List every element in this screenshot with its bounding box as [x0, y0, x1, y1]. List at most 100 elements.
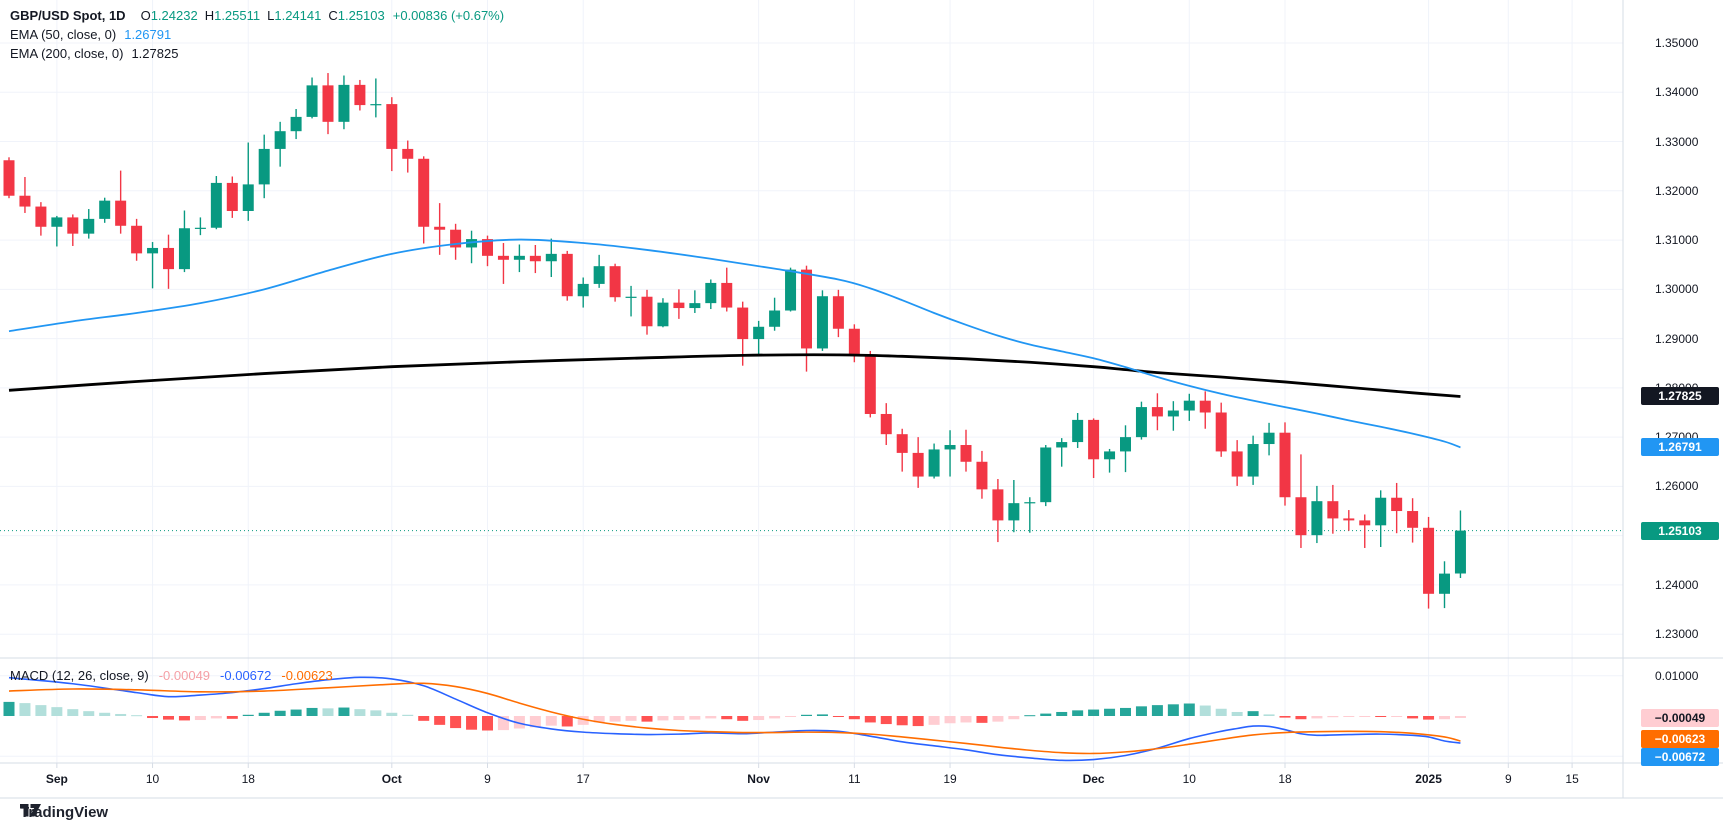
- candle-body: [131, 225, 143, 254]
- macd-histogram-bar: [1263, 714, 1275, 716]
- open-label: O: [140, 8, 151, 23]
- tradingview-logo[interactable]: TradingView: [20, 804, 108, 821]
- candle-body: [163, 247, 174, 270]
- time-axis[interactable]: Sep 10 18 Oct 9 17 Nov 11 19 Dec 10 18 2025 9 15: [0, 763, 1623, 798]
- macd-histogram-bar: [1391, 716, 1403, 717]
- candle-body: [689, 303, 701, 309]
- time-tick: 2025: [1415, 772, 1442, 786]
- macd-histogram-bar: [641, 716, 653, 722]
- macd-histogram-bar: [1231, 711, 1243, 716]
- time-tick: 17: [576, 772, 590, 786]
- time-tick: 18: [1278, 772, 1292, 786]
- candle-body: [482, 239, 493, 256]
- macd-histogram-bar: [1008, 716, 1020, 720]
- macd-histogram-bar: [99, 712, 111, 716]
- candle-body: [1407, 511, 1419, 528]
- macd-histogram-bar: [928, 716, 940, 725]
- macd-histogram-bar: [625, 716, 637, 721]
- close-label: C: [328, 8, 338, 23]
- candle-body: [1072, 419, 1084, 443]
- candle-body: [1040, 447, 1052, 503]
- time-tick: 11: [848, 772, 861, 786]
- price-tick: 1.34000: [1655, 85, 1699, 100]
- candle-body: [370, 104, 382, 106]
- macd-histogram-bar: [35, 705, 47, 716]
- macd-histogram-bar: [577, 716, 589, 725]
- candle-body: [99, 200, 111, 219]
- macd-histogram-bar: [1215, 708, 1227, 716]
- ema50-label: EMA (50, close, 0): [10, 27, 117, 42]
- macd-histogram-bar: [450, 716, 462, 729]
- macd-histogram-bar: [896, 716, 908, 726]
- candle-body: [402, 148, 414, 159]
- macd-histogram-bar: [1359, 716, 1371, 717]
- macd-line-value: -0.00672: [220, 668, 272, 683]
- time-tick: 9: [484, 772, 491, 786]
- candle-body: [896, 434, 908, 453]
- candle-body: [960, 445, 972, 462]
- macd-signal-badge: −0.00623: [1641, 730, 1719, 749]
- macd-histogram-bar: [1056, 711, 1068, 716]
- candle-body: [1135, 407, 1147, 438]
- macd-histogram-bar: [1454, 716, 1466, 718]
- macd-histogram-bar: [721, 716, 733, 720]
- candle-body: [912, 452, 924, 477]
- candle-body: [115, 200, 127, 226]
- macd-histogram-bar: [226, 716, 238, 719]
- candle-body: [1183, 400, 1195, 411]
- candle-body: [1375, 497, 1387, 526]
- macd-histogram-bar: [529, 716, 541, 728]
- tradingview-logo-icon: [20, 804, 41, 817]
- macd-histogram-bar: [418, 716, 430, 721]
- macd-hist-value: -0.00049: [158, 668, 211, 683]
- open-value: 1.24232: [150, 8, 198, 23]
- candle-body: [577, 283, 589, 297]
- ema200-legend-row[interactable]: EMA (200, close, 0) 1.27825: [10, 44, 504, 63]
- candle-body: [673, 302, 685, 309]
- ema200-label: EMA (200, close, 0): [10, 46, 124, 61]
- candle-body: [338, 84, 350, 122]
- candle-body: [274, 131, 286, 149]
- ema50-price-badge: 1.26791: [1641, 438, 1719, 457]
- candle-body: [1231, 451, 1243, 477]
- macd-histogram-bar: [785, 716, 797, 717]
- candle-body: [737, 307, 749, 340]
- macd-histogram-bar: [402, 714, 414, 716]
- macd-histogram-bar: [657, 716, 669, 721]
- candle-body: [753, 326, 765, 340]
- macd-histogram-bar: [163, 716, 174, 720]
- symbol-title: GBP/USD Spot, 1D: [10, 8, 126, 23]
- macd-histogram-bar: [434, 716, 446, 725]
- candle-body: [3, 160, 15, 196]
- tradingview-logo-text: TradingView: [20, 804, 109, 821]
- candle-body: [529, 255, 541, 262]
- macd-histogram-bar: [1311, 716, 1323, 719]
- price-axis[interactable]: 1.35000 1.34000 1.33000 1.32000 1.31000 1.300…: [1623, 0, 1723, 798]
- candle-body: [976, 461, 988, 490]
- macd-histogram-bar: [545, 716, 557, 726]
- macd-signal-line: [8, 682, 1461, 755]
- candle-body: [545, 253, 557, 262]
- candle-body: [497, 255, 509, 260]
- symbol-legend-row[interactable]: GBP/USD Spot, 1D O1.24232 H1.25511 L1.24141…: [10, 6, 504, 25]
- macd-histogram-bar: [1024, 715, 1036, 717]
- macd-histogram-bar: [258, 712, 270, 716]
- candle-body: [450, 229, 462, 248]
- time-tick: 19: [943, 772, 957, 786]
- ema50-legend-row[interactable]: EMA (50, close, 0) 1.26791: [10, 25, 504, 44]
- candle-body: [1008, 503, 1020, 521]
- candle-body: [1199, 400, 1211, 413]
- candle-body: [67, 217, 79, 234]
- macd-histogram-bar: [880, 716, 892, 725]
- candle-body: [1024, 502, 1036, 504]
- macd-legend-row[interactable]: MACD (12, 26, close, 9) -0.00049 -0.00672-…: [10, 668, 333, 683]
- macd-line: [8, 676, 1461, 762]
- candle-body: [880, 413, 892, 435]
- macd-histogram-bar: [19, 703, 31, 716]
- macd-histogram-bar: [3, 701, 15, 716]
- macd-histogram-bar: [1343, 716, 1355, 717]
- macd-histogram-bar: [769, 716, 781, 719]
- candle-body: [1104, 451, 1116, 460]
- macd-histogram-bar: [513, 716, 525, 729]
